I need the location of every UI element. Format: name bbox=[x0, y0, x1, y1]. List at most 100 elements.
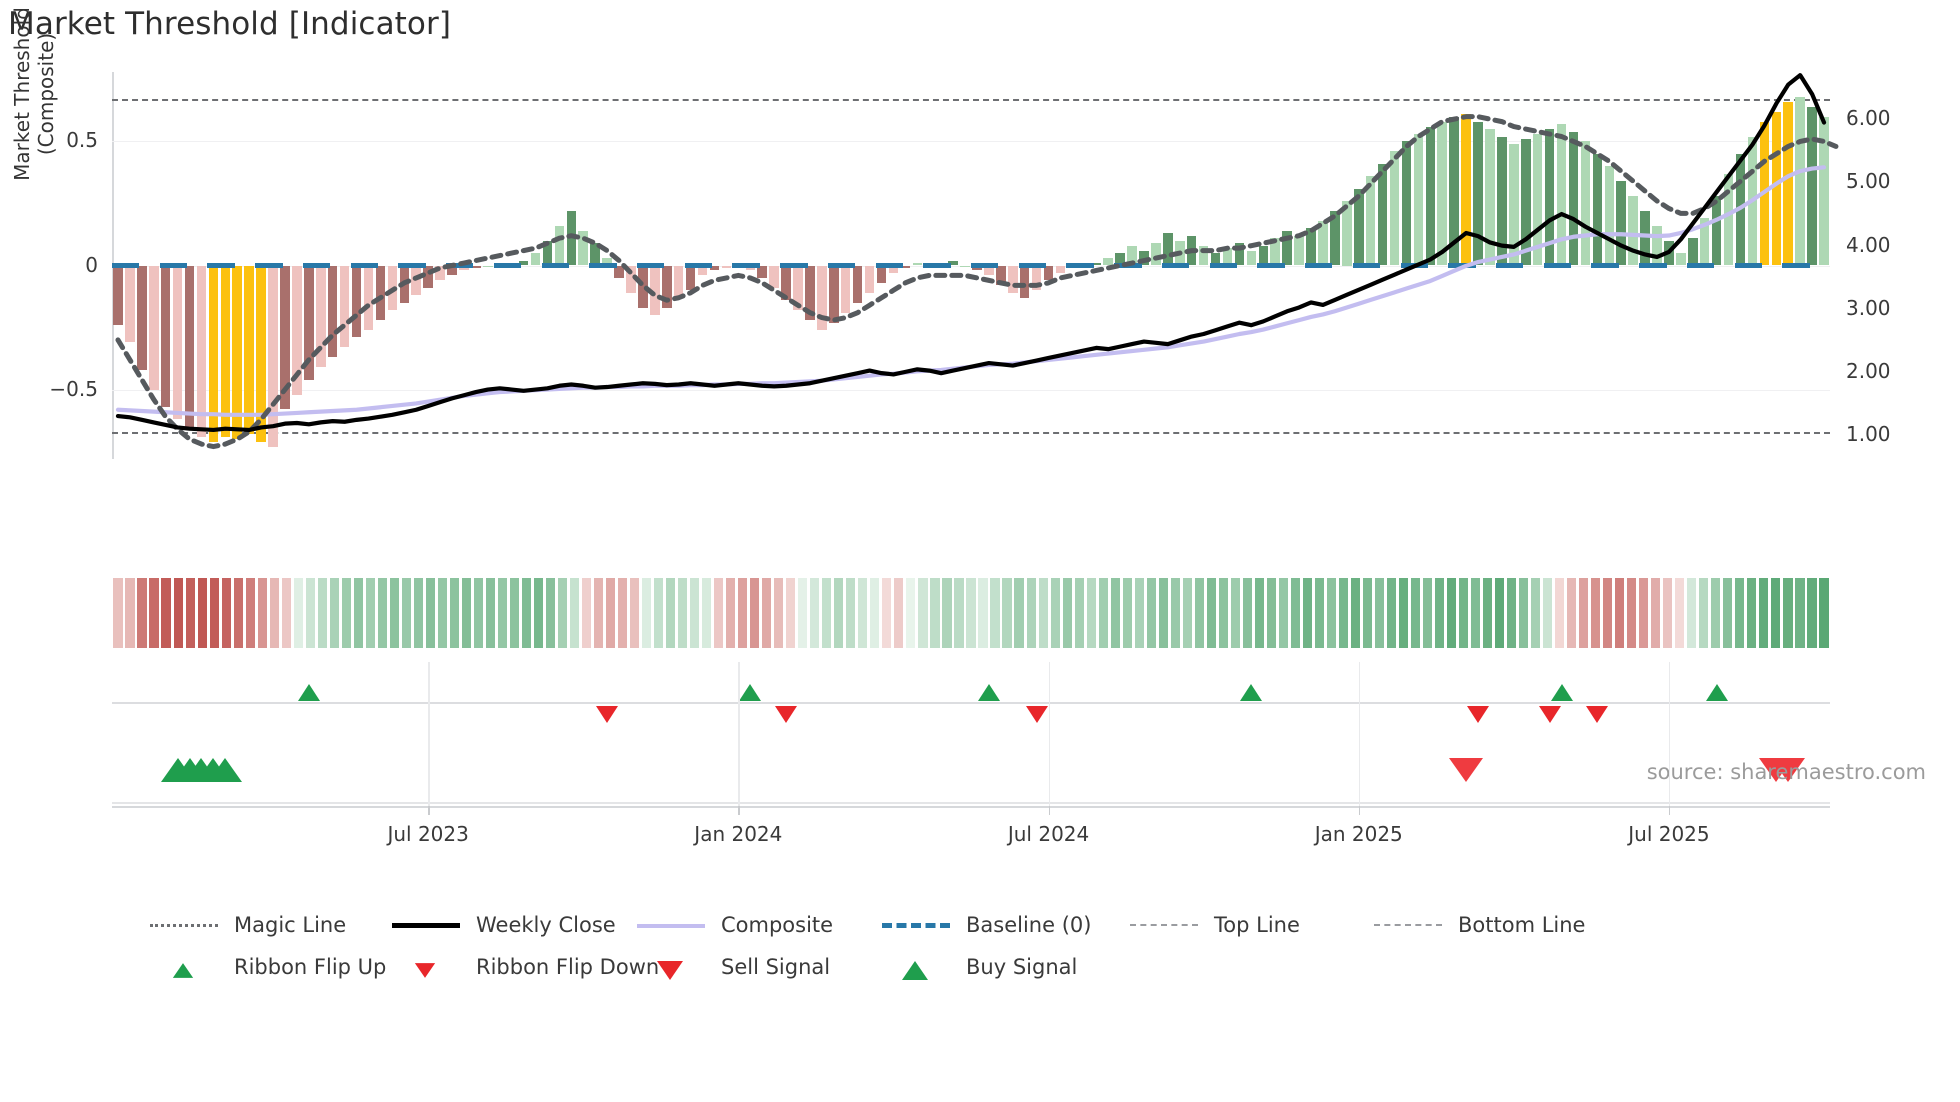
ribbon-flip-down-marker bbox=[596, 706, 619, 723]
threshold-bar bbox=[876, 265, 887, 283]
x-axis-tick bbox=[1358, 806, 1361, 815]
x-gridline bbox=[428, 662, 430, 808]
ribbon-cell bbox=[305, 578, 315, 648]
ribbon-cell bbox=[1098, 578, 1108, 648]
threshold-bar bbox=[125, 265, 135, 343]
ribbon-flip-down-marker bbox=[775, 706, 798, 723]
ribbon-cell bbox=[581, 578, 592, 648]
ribbon-cell bbox=[1134, 578, 1144, 648]
legend-item[interactable]: Composite bbox=[635, 905, 833, 945]
threshold-bar bbox=[805, 265, 815, 321]
ribbon-cell bbox=[1278, 578, 1288, 648]
ribbon-flip-up-marker bbox=[739, 684, 762, 701]
ribbon-cell bbox=[966, 578, 976, 648]
ribbon-cell bbox=[678, 578, 688, 648]
legend-item[interactable]: Magic Line bbox=[148, 905, 346, 945]
threshold-bar bbox=[888, 265, 899, 273]
legend-key bbox=[880, 957, 952, 980]
ribbon-cell bbox=[762, 578, 772, 648]
legend-item[interactable]: Buy Signal bbox=[880, 947, 1077, 987]
ribbon-cell bbox=[1230, 578, 1240, 648]
baseline-zero-segment bbox=[589, 263, 617, 268]
ribbon-cell bbox=[1086, 578, 1096, 648]
ribbon-cell bbox=[1302, 578, 1312, 648]
ribbon-cell bbox=[1579, 578, 1589, 648]
triangle-up-large-icon bbox=[902, 961, 928, 980]
baseline-zero-segment bbox=[971, 263, 999, 268]
threshold-bar bbox=[530, 253, 541, 266]
ribbon-cell bbox=[1386, 578, 1397, 648]
ribbon-cell bbox=[1182, 578, 1192, 648]
legend-item[interactable]: Baseline (0) bbox=[880, 905, 1091, 945]
baseline-zero-segment bbox=[875, 263, 903, 268]
lavender-line-icon bbox=[637, 924, 705, 928]
legend-item[interactable]: Top Line bbox=[1128, 905, 1300, 945]
ribbon-cell bbox=[281, 578, 291, 648]
x-gridline bbox=[1048, 662, 1050, 808]
top-line bbox=[112, 99, 1830, 102]
ribbon-cell bbox=[1687, 578, 1697, 648]
ribbon-cell bbox=[690, 578, 700, 648]
threshold-bar bbox=[1294, 235, 1304, 266]
ribbon-cell bbox=[149, 578, 159, 648]
signal-baseline bbox=[112, 802, 1830, 805]
ribbon-cell bbox=[1759, 578, 1769, 648]
x-gridline bbox=[1358, 662, 1361, 808]
threshold-bar bbox=[1807, 106, 1817, 266]
baseline-zero-segment bbox=[255, 263, 283, 268]
threshold-bar bbox=[363, 265, 374, 330]
threshold-bar bbox=[137, 265, 147, 370]
triangle-down-icon bbox=[414, 963, 436, 978]
chart-legend: Magic Line Weekly Close Composite Baseline … bbox=[0, 905, 1960, 987]
gray-dashed-line-icon bbox=[1374, 924, 1442, 926]
threshold-bar bbox=[1437, 121, 1448, 266]
legend-item[interactable]: Sell Signal bbox=[635, 947, 830, 987]
threshold-bar bbox=[196, 265, 207, 437]
threshold-bar bbox=[650, 265, 660, 316]
source-attribution: source: sharemaestro.com bbox=[1646, 760, 1926, 784]
ribbon-cell bbox=[377, 578, 387, 648]
ribbon-cell bbox=[1747, 578, 1757, 648]
ribbon-cell bbox=[1663, 578, 1673, 648]
composite-line bbox=[115, 165, 1827, 417]
legend-item[interactable]: Bottom Line bbox=[1372, 905, 1585, 945]
legend-label: Bottom Line bbox=[1458, 913, 1586, 937]
ribbon-cell bbox=[1374, 578, 1385, 648]
ribbon-cell bbox=[1711, 578, 1721, 648]
ribbon-cell bbox=[714, 578, 724, 648]
x-axis-tick bbox=[1048, 806, 1050, 815]
threshold-bar bbox=[518, 260, 529, 266]
right-axis-tick-label: 2.00 bbox=[1846, 358, 1891, 383]
legend-item[interactable]: Weekly Close bbox=[390, 905, 616, 945]
ribbon-cell bbox=[1627, 578, 1637, 648]
legend-item[interactable]: Ribbon Flip Up bbox=[148, 947, 386, 987]
x-axis-tick-label: Jul 2025 bbox=[1628, 822, 1710, 846]
threshold-bar bbox=[1520, 138, 1531, 266]
ribbon-cell bbox=[425, 578, 435, 648]
threshold-bar bbox=[1628, 196, 1638, 266]
threshold-bar bbox=[602, 258, 612, 266]
ribbon-cell bbox=[557, 578, 568, 648]
threshold-bar bbox=[1652, 225, 1662, 266]
ribbon-cell bbox=[245, 578, 255, 648]
ribbon-flip-down-marker bbox=[1467, 706, 1490, 723]
baseline-zero-segment bbox=[398, 263, 426, 268]
legend-key bbox=[1128, 915, 1200, 935]
baseline-zero-segment bbox=[1209, 263, 1238, 268]
baseline-zero-segment bbox=[112, 263, 140, 268]
legend-item[interactable]: Ribbon Flip Down bbox=[390, 947, 659, 987]
ribbon-flip-up-marker bbox=[977, 684, 1000, 701]
ribbon-cell bbox=[461, 578, 471, 648]
ribbon-cell bbox=[1783, 578, 1793, 648]
ribbon-cell bbox=[1038, 578, 1048, 648]
ribbon-cell bbox=[125, 578, 135, 648]
threshold-bar bbox=[1425, 126, 1436, 266]
x-axis-spine bbox=[112, 806, 1830, 808]
left-axis-tick-label: −0.5 bbox=[49, 376, 98, 401]
ribbon-cell bbox=[1338, 578, 1348, 648]
ribbon-cell bbox=[834, 578, 844, 648]
legend-label: Ribbon Flip Down bbox=[476, 955, 660, 979]
ribbon-cell bbox=[942, 578, 952, 648]
baseline-zero-segment bbox=[1161, 263, 1190, 268]
threshold-bar bbox=[351, 265, 362, 338]
